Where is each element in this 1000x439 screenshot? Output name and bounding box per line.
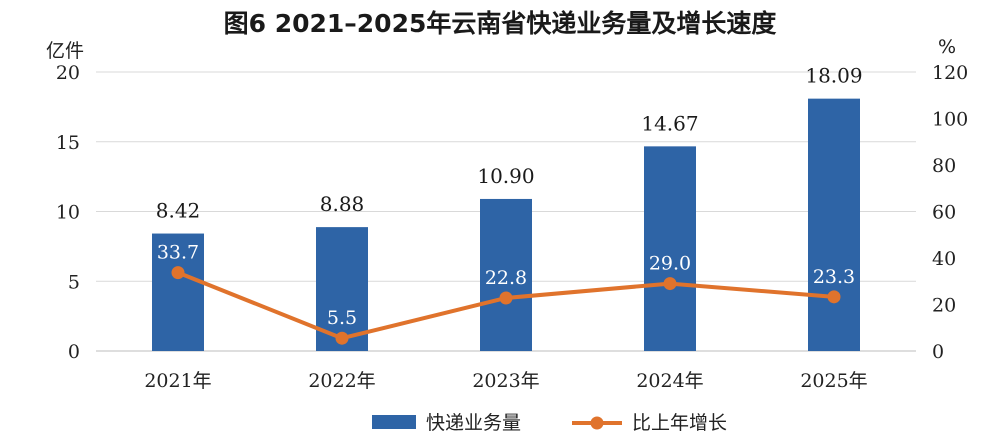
bar-value-label: 10.90 [477,164,534,188]
bar-value-label: 8.42 [156,199,201,223]
right-tick-label: 80 [932,155,956,177]
growth-point [171,266,185,280]
bar-value-label: 18.09 [805,64,862,88]
growth-value-label: 22.8 [485,267,527,289]
bar [808,98,860,351]
bar-value-label: 8.88 [320,192,365,216]
bar-value-label: 14.67 [641,111,698,135]
growth-value-label: 29.0 [649,253,691,275]
x-tick-label: 2025年 [800,370,867,392]
growth-point [335,331,349,345]
right-axis-unit: % [938,36,957,58]
bar [480,198,532,351]
right-tick-label: 100 [932,109,968,131]
left-tick-label: 5 [68,271,80,293]
x-tick-label: 2023年 [472,370,539,392]
x-tick-label: 2021年 [144,370,211,392]
legend-swatch-marker [590,416,604,430]
left-tick-label: 10 [56,202,80,224]
chart-title: 图6 2021–2025年云南省快递业务量及增长速度 [223,9,777,38]
right-tick-label: 60 [932,202,956,224]
left-tick-label: 15 [56,132,80,154]
bar [152,233,204,351]
growth-value-label: 23.3 [813,266,855,288]
growth-point [663,277,677,291]
growth-value-label: 33.7 [157,242,199,264]
growth-point [499,291,513,305]
legend-label-bar: 快递业务量 [426,412,521,434]
x-tick-label: 2024年 [636,370,703,392]
bar [644,146,696,351]
growth-point [827,290,841,304]
left-axis-unit: 亿件 [46,40,85,62]
growth-value-label: 5.5 [327,307,357,329]
right-tick-label: 20 [932,295,956,317]
left-tick-label: 20 [56,62,80,84]
right-tick-label: 40 [932,248,956,270]
legend-swatch-bar [372,415,416,429]
x-tick-label: 2022年 [308,370,375,392]
right-tick-label: 0 [932,341,944,363]
right-tick-label: 120 [932,62,968,84]
left-tick-label: 0 [68,341,80,363]
legend-label-line: 比上年增长 [632,412,727,434]
